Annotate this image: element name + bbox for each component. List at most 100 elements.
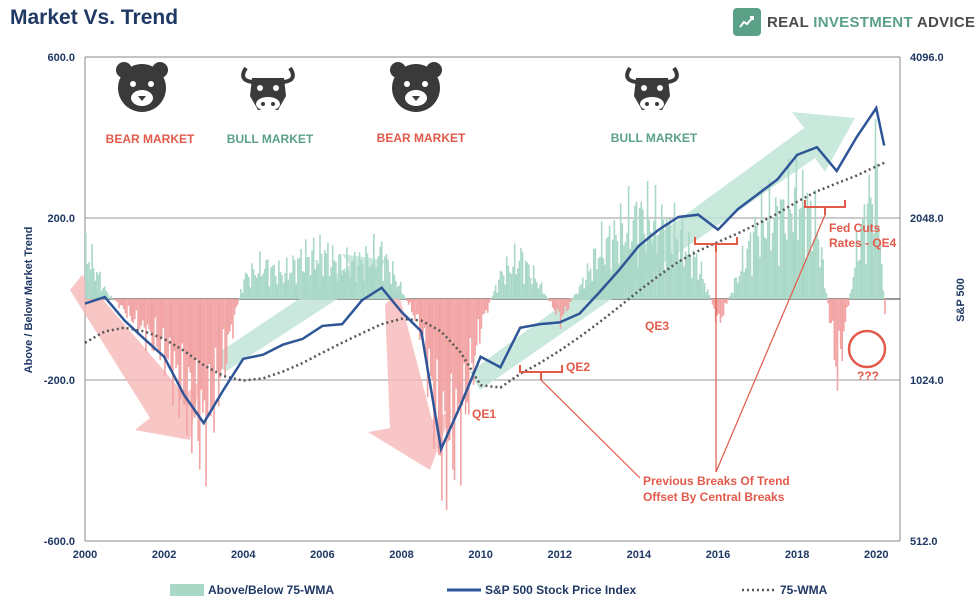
- deviation-bar: [268, 286, 271, 299]
- deviation-bar: [778, 265, 780, 299]
- deviation-bar: [415, 299, 418, 315]
- deviation-bar: [241, 292, 244, 299]
- bear-market-label: BEAR MARKET: [377, 131, 466, 145]
- deviation-bar: [694, 257, 696, 299]
- deviation-bar: [555, 299, 557, 315]
- deviation-bar: [206, 299, 209, 416]
- deviation-bar: [279, 271, 282, 299]
- deviation-bar: [566, 299, 568, 312]
- deviation-bar: [817, 239, 820, 299]
- deviation-bar: [540, 282, 543, 299]
- y-tick-right: 1024.0: [910, 375, 944, 387]
- deviation-bar: [145, 299, 147, 352]
- deviation-bar: [437, 299, 440, 455]
- deviation-bar: [263, 268, 266, 299]
- deviation-bar: [460, 299, 462, 486]
- deviation-bar: [357, 265, 359, 299]
- deviation-bar: [800, 208, 802, 299]
- deviation-bar: [795, 152, 798, 299]
- deviation-bar: [846, 299, 848, 308]
- deviation-bar: [488, 299, 491, 303]
- deviation-bar: [243, 279, 245, 299]
- deviation-bar: [596, 268, 598, 299]
- deviation-bar: [181, 299, 184, 344]
- deviation-bar: [342, 270, 345, 299]
- deviation-bar: [471, 299, 473, 364]
- deviation-bar: [752, 231, 755, 299]
- bull-market-label: BULL MARKET: [611, 131, 698, 145]
- deviation-bar: [668, 218, 671, 299]
- deviation-bar: [689, 254, 692, 299]
- deviation-bar: [168, 299, 171, 338]
- deviation-bar: [254, 275, 256, 299]
- y-tick-left: 200.0: [47, 213, 75, 225]
- deviation-bar: [461, 299, 464, 406]
- deviation-bar: [735, 277, 738, 299]
- deviation-bar: [548, 299, 551, 302]
- question-label: ???: [857, 369, 879, 383]
- deviation-bar: [320, 253, 323, 299]
- deviation-bar: [545, 296, 548, 299]
- deviation-bar: [871, 204, 874, 299]
- bear-face-icon: [116, 62, 168, 112]
- qe4-label-line1: Fed Cuts: [829, 221, 881, 235]
- deviation-bar: [716, 299, 719, 316]
- deviation-bar: [843, 299, 845, 332]
- x-tick-label: 2010: [468, 549, 492, 561]
- deviation-bar: [403, 294, 405, 299]
- deviation-bar: [398, 285, 400, 299]
- deviation-bar: [847, 299, 850, 306]
- deviation-bar: [762, 220, 764, 299]
- deviation-bar: [531, 284, 533, 299]
- deviation-bar: [154, 299, 157, 318]
- deviation-bar: [879, 243, 882, 299]
- deviation-bar: [841, 299, 844, 362]
- bear-arrow-2000: [70, 275, 200, 440]
- deviation-bar: [399, 281, 402, 299]
- deviation-bar: [792, 232, 794, 299]
- deviation-bar: [202, 299, 204, 413]
- deviation-bar: [259, 251, 261, 299]
- deviation-bar: [309, 275, 312, 299]
- deviation-bar: [491, 295, 494, 299]
- deviation-bar: [284, 273, 286, 299]
- deviation-bar: [570, 299, 573, 301]
- deviation-bar: [524, 260, 527, 299]
- deviation-bar: [567, 299, 570, 310]
- deviation-bar: [186, 299, 188, 436]
- qe4-label-line2: Rates - QE4: [829, 236, 897, 250]
- deviation-bar: [148, 299, 150, 330]
- deviation-bar: [627, 186, 630, 299]
- deviation-bar: [692, 250, 695, 299]
- deviation-bar: [743, 272, 745, 299]
- deviation-bar: [297, 258, 299, 299]
- deviation-bar: [344, 272, 347, 299]
- deviation-bar: [361, 263, 364, 299]
- deviation-bar: [295, 283, 298, 299]
- deviation-bar: [722, 299, 725, 316]
- deviation-bar: [749, 232, 752, 299]
- deviation-bar: [806, 193, 809, 299]
- deviation-bar: [784, 233, 787, 299]
- deviation-bar: [448, 299, 451, 441]
- deviation-bar: [287, 279, 290, 299]
- deviation-bar: [172, 299, 174, 406]
- deviation-bar: [412, 299, 415, 316]
- deviation-bar: [92, 268, 95, 299]
- deviation-bar: [562, 299, 565, 314]
- deviation-bar: [195, 299, 198, 360]
- y-tick-right: 4096.0: [910, 52, 944, 64]
- x-tick-label: 2018: [785, 549, 809, 561]
- deviation-bar: [192, 299, 195, 414]
- deviation-bar: [844, 299, 847, 322]
- deviation-bar: [467, 299, 470, 415]
- deviation-bar: [260, 276, 263, 299]
- deviation-bar: [732, 293, 734, 299]
- deviation-bar: [141, 299, 144, 321]
- deviation-bar: [176, 299, 179, 365]
- deviation-bar: [418, 299, 421, 340]
- y-tick-left: -600.0: [44, 536, 75, 548]
- bear-arrow-2007: [368, 290, 452, 470]
- deviation-bar: [630, 241, 633, 299]
- deviation-bar: [118, 299, 120, 309]
